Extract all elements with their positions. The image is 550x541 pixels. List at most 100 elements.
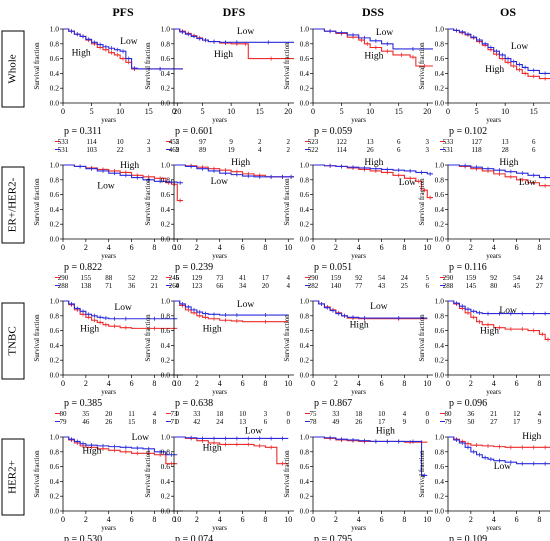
risk-table-value: 80: [445, 410, 453, 418]
y-tick-label: 0.6: [50, 190, 60, 199]
y-tick-label: 0.6: [161, 190, 171, 199]
x-tick-label: 8: [263, 243, 267, 252]
y-tick-label: 0.4: [50, 69, 60, 78]
y-tick-label: 0.0: [435, 235, 445, 244]
risk-table-value: 114: [86, 138, 97, 146]
risk-table-value: 129: [192, 274, 203, 282]
risk-table-value: 43: [378, 282, 386, 290]
p-value: p = 0.059: [314, 126, 352, 137]
x-tick-label: 6: [241, 515, 245, 524]
y-tick-label: 1.0: [300, 433, 310, 442]
x-axis-label: years: [351, 116, 366, 124]
y-axis-label: Survival fraction: [418, 42, 426, 90]
risk-table-value: 73: [216, 274, 224, 282]
risk-table-value: 20: [262, 282, 270, 290]
x-tick-label: 2: [469, 515, 473, 524]
x-axis-label: years: [486, 524, 501, 532]
risk-table-value: 0: [176, 418, 180, 426]
x-tick-label: 10: [284, 379, 292, 388]
risk-table-value: 15: [128, 418, 136, 426]
survival-curve-blue: [63, 300, 178, 320]
y-tick-label: 1.0: [50, 297, 60, 306]
risk-table-value: 4: [538, 410, 542, 418]
y-tick-label: 0.0: [161, 235, 171, 244]
y-tick-label: 0.6: [50, 326, 60, 335]
column-title: DSS: [362, 5, 384, 19]
risk-table-value: 24: [216, 418, 224, 426]
y-tick-label: 0.2: [50, 84, 60, 93]
x-axis-label: years: [351, 252, 366, 260]
y-tick-label: 0.0: [435, 371, 445, 380]
x-tick-label: 10: [366, 107, 374, 116]
y-tick-label: 0.0: [300, 507, 310, 516]
row-label: HER2+: [7, 460, 19, 494]
survival-curve-blue: [448, 28, 550, 74]
row-label-box: [1, 30, 25, 108]
y-tick-label: 0.0: [50, 99, 60, 108]
x-tick-label: 2: [84, 243, 88, 252]
risk-table-value: 138: [81, 282, 92, 290]
risk-table-value: 0: [426, 418, 430, 426]
y-tick-label: 1.0: [300, 297, 310, 306]
risk-table-value: 49: [332, 418, 340, 426]
risk-table-value: 33: [193, 410, 201, 418]
p-value: p = 0.102: [449, 126, 487, 137]
x-tick-label: 4: [492, 379, 496, 388]
risk-table-value: 3: [147, 146, 151, 154]
y-tick-label: 0.6: [300, 190, 310, 199]
y-tick-label: 0.4: [435, 477, 445, 486]
row-label: Whole: [7, 54, 19, 83]
risk-table-value: 17: [513, 418, 521, 426]
curve-label: High: [485, 65, 504, 75]
risk-table-value: 97: [199, 138, 207, 146]
x-tick-label: 6: [130, 379, 134, 388]
y-tick-label: 0.0: [161, 99, 171, 108]
risk-table-value: 26: [105, 418, 113, 426]
risk-table-value: 52: [128, 274, 136, 282]
risk-table-value: 2: [287, 138, 291, 146]
risk-table-value: 282: [308, 282, 319, 290]
x-tick-label: 15: [395, 107, 403, 116]
y-tick-label: 0.2: [435, 84, 445, 93]
x-tick-label: 8: [402, 243, 406, 252]
risk-table-value: 25: [401, 282, 409, 290]
x-tick-label: 20: [284, 107, 292, 116]
risk-table-value: 27: [536, 282, 544, 290]
row-label-box: [1, 302, 25, 380]
y-tick-label: 0.0: [300, 99, 310, 108]
x-tick-label: 0: [446, 379, 450, 388]
x-tick-label: 2: [195, 515, 199, 524]
survival-curve-blue: [313, 28, 433, 50]
x-tick-label: 0: [61, 107, 65, 116]
risk-table-value: 17: [262, 274, 270, 282]
risk-table-value: 9: [403, 418, 407, 426]
y-tick-label: 0.4: [300, 477, 310, 486]
y-axis-label: Survival fraction: [33, 314, 41, 362]
x-tick-label: 0: [172, 379, 176, 388]
risk-table-value: 533: [443, 138, 454, 146]
x-tick-label: 5: [90, 107, 94, 116]
curve-label: High: [364, 158, 383, 168]
risk-table-value: 46: [82, 418, 90, 426]
p-value: p = 0.311: [64, 126, 102, 137]
risk-table-value: 9: [229, 138, 233, 146]
row-label: ER+/HER2-: [7, 177, 19, 232]
risk-table-value: 0: [287, 418, 291, 426]
risk-table-value: 36: [467, 410, 475, 418]
p-value: p = 0.096: [449, 398, 487, 409]
x-axis-label: years: [486, 252, 501, 260]
risk-table-value: 6: [397, 146, 401, 154]
curve-label: High: [499, 158, 518, 168]
y-tick-label: 0.8: [300, 39, 310, 48]
curve-label: Low: [245, 426, 263, 436]
curve-label: Low: [132, 433, 150, 443]
x-tick-label: 4: [357, 379, 361, 388]
risk-table-value: 469: [169, 146, 180, 154]
curve-label: High: [203, 443, 222, 453]
risk-table-value: 26: [355, 418, 363, 426]
y-tick-label: 1.0: [435, 433, 445, 442]
y-tick-label: 0.8: [435, 311, 445, 320]
x-axis-label: years: [212, 116, 227, 124]
risk-table-value: 114: [336, 146, 347, 154]
x-tick-label: 6: [380, 515, 384, 524]
